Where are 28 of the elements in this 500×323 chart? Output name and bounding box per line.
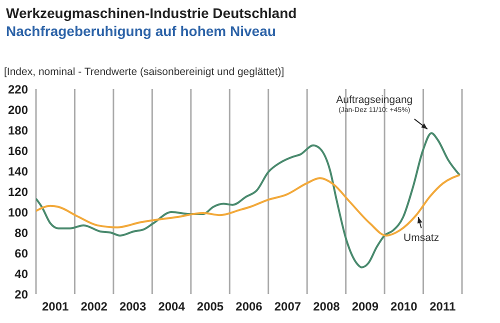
- y-tick-label: 220: [8, 82, 28, 96]
- y-tick-label: 60: [14, 246, 28, 260]
- x-tick-label: 2004: [158, 300, 186, 314]
- x-tick-label: 2001: [42, 300, 70, 314]
- x-tick-label: 2005: [196, 300, 224, 314]
- chart-subtitle: Nachfrageberuhigung auf hohem Niveau: [6, 23, 276, 39]
- x-tick-label: 2010: [390, 300, 418, 314]
- x-tick-label: 2007: [274, 300, 302, 314]
- x-tick-label: 2009: [352, 300, 379, 314]
- y-tick-label: 180: [8, 123, 28, 138]
- y-tick-label: 100: [8, 205, 28, 220]
- line-series: [36, 132, 461, 268]
- y-tick-label: 200: [8, 102, 28, 117]
- y-tick-label: 20: [14, 287, 28, 302]
- x-tick-label: 2008: [313, 300, 340, 314]
- annotation: Auftragseingang: [336, 94, 413, 106]
- x-tick-label: 2006: [236, 300, 263, 314]
- annotation: Umsatz: [404, 232, 440, 244]
- chart-title: Werkzeugmaschinen-Industrie Deutschland: [6, 5, 297, 21]
- x-tick-label: 2002: [80, 300, 108, 314]
- y-tick-label: 140: [8, 164, 28, 178]
- x-tick-label: 2011: [430, 300, 456, 314]
- y-tick-label: 120: [8, 184, 28, 199]
- y-tick-label: 40: [14, 266, 28, 281]
- y-axis-title: [Index, nominal - Trendwerte (saisonbereinigt und geglättet)]: [4, 66, 284, 78]
- y-tick-label: 160: [8, 144, 28, 158]
- y-tick-label: 80: [14, 226, 28, 240]
- x-tick-label: 2003: [119, 300, 146, 314]
